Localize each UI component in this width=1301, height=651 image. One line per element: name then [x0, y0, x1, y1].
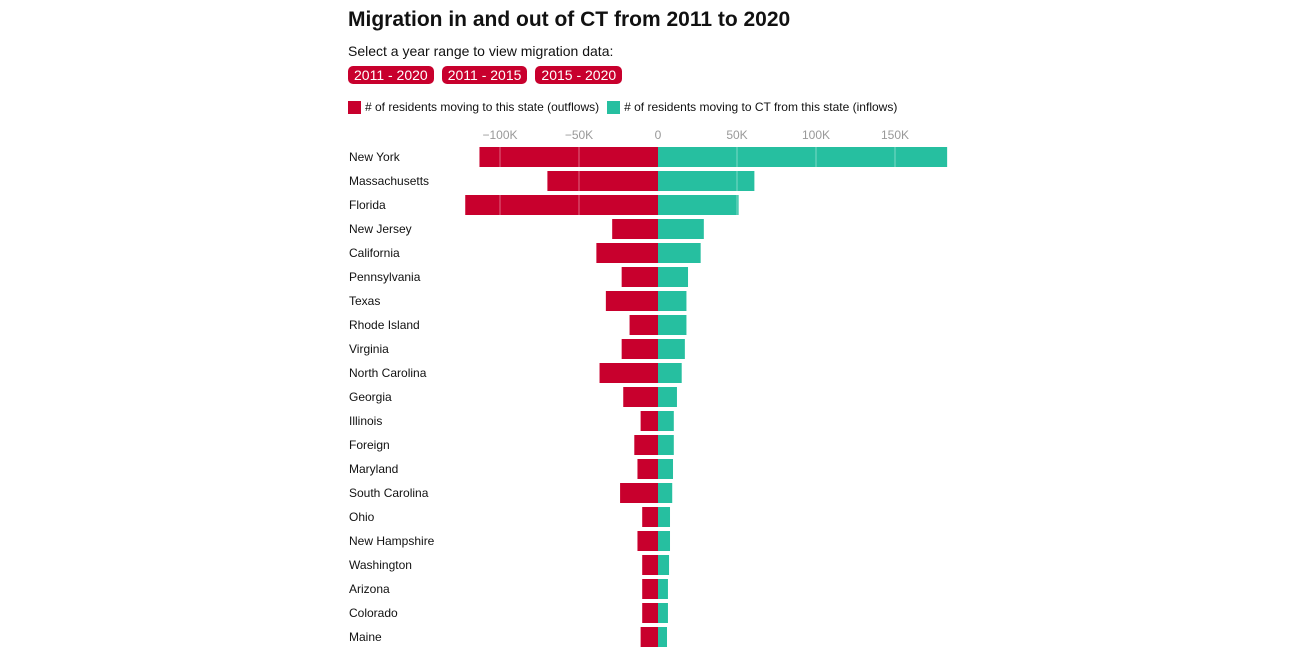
- inflow-bar: [658, 387, 677, 407]
- inflow-bar: [658, 627, 668, 647]
- inflow-bar: [658, 411, 674, 431]
- category-label: California: [349, 246, 400, 260]
- outflow-bar: [612, 219, 658, 239]
- legend-swatch-outflows: [348, 100, 361, 114]
- category-label: Rhode Island: [349, 318, 420, 332]
- category-label: New York: [349, 150, 401, 164]
- category-label: Illinois: [349, 414, 382, 428]
- outflow-bar: [629, 315, 658, 335]
- category-label: Georgia: [349, 390, 392, 404]
- category-label: Maryland: [349, 462, 398, 476]
- x-tick-label: 0: [655, 128, 662, 142]
- outflow-bar: [640, 411, 658, 431]
- category-label: Florida: [349, 198, 386, 212]
- inflow-bar: [658, 507, 671, 527]
- category-label: New Hampshire: [349, 534, 435, 548]
- x-tick-label: 50K: [726, 128, 747, 142]
- legend-item-inflows: # of residents moving to CT from this st…: [607, 100, 897, 114]
- inflow-bar: [658, 243, 701, 263]
- year-button-2011-2020[interactable]: 2011 - 2020: [348, 66, 434, 84]
- inflow-bar: [658, 363, 682, 383]
- inflow-bar: [658, 339, 685, 359]
- outflow-bar: [642, 507, 658, 527]
- category-label: Pennsylvania: [349, 270, 421, 284]
- category-label: Colorado: [349, 606, 398, 620]
- year-button-2011-2015[interactable]: 2011 - 2015: [441, 66, 528, 84]
- outflow-bar: [621, 267, 658, 287]
- legend-label-outflows: # of residents moving to this state (out…: [365, 100, 600, 114]
- legend-item-outflows: # of residents moving to this state (out…: [348, 100, 599, 114]
- outflow-bar: [642, 579, 658, 599]
- inflow-bar: [658, 195, 739, 215]
- inflow-bar: [658, 435, 674, 455]
- outflow-bar: [465, 195, 658, 215]
- outflow-bar: [620, 483, 658, 503]
- category-label: Ohio: [349, 510, 375, 524]
- outflow-bar: [642, 555, 658, 575]
- category-label: South Carolina: [349, 486, 429, 500]
- subtitle: Select a year range to view migration da…: [348, 43, 614, 59]
- outflow-bar: [634, 435, 658, 455]
- category-label: Washington: [349, 558, 412, 572]
- year-button-2015-2020[interactable]: 2015 - 2020: [535, 66, 623, 84]
- legend-swatch-inflows: [607, 100, 621, 114]
- inflow-bar: [658, 147, 948, 167]
- category-label: Arizona: [349, 582, 390, 596]
- chart-title: Migration in and out of CT from 2011 to …: [348, 8, 791, 31]
- x-tick-label: −100K: [482, 128, 517, 142]
- outflow-bar: [605, 291, 658, 311]
- x-tick-label: −50K: [565, 128, 593, 142]
- inflow-bar: [658, 483, 673, 503]
- category-label: Maine: [349, 630, 382, 644]
- year-range-buttons: 2011 - 2020 2011 - 2015 2015 - 2020: [348, 66, 623, 84]
- inflow-bar: [658, 555, 670, 575]
- category-label: Massachusetts: [349, 174, 429, 188]
- inflow-bar: [658, 267, 689, 287]
- category-label: Texas: [349, 294, 380, 308]
- outflow-bar: [637, 531, 658, 551]
- outflow-bar: [596, 243, 658, 263]
- outflow-bar: [547, 171, 658, 191]
- legend-label-inflows: # of residents moving to CT from this st…: [624, 100, 898, 114]
- legend: # of residents moving to this state (out…: [348, 100, 899, 114]
- category-label: Virginia: [349, 342, 389, 356]
- outflow-bar: [642, 603, 658, 623]
- inflow-bar: [658, 171, 755, 191]
- outflow-bar: [623, 387, 658, 407]
- x-tick-label: 150K: [881, 128, 909, 142]
- outflow-bar: [479, 147, 658, 167]
- outflow-bar: [637, 459, 658, 479]
- inflow-bar: [658, 579, 668, 599]
- category-label: North Carolina: [349, 366, 427, 380]
- inflow-bar: [658, 459, 674, 479]
- x-tick-label: 100K: [802, 128, 830, 142]
- category-label: New Jersey: [349, 222, 412, 236]
- category-label: Foreign: [349, 438, 390, 452]
- inflow-bar: [658, 315, 687, 335]
- inflow-bar: [658, 291, 687, 311]
- inflow-bar: [658, 531, 671, 551]
- outflow-bar: [599, 363, 658, 383]
- outflow-bar: [640, 627, 658, 647]
- outflow-bar: [621, 339, 658, 359]
- inflow-bar: [658, 603, 668, 623]
- inflow-bar: [658, 219, 704, 239]
